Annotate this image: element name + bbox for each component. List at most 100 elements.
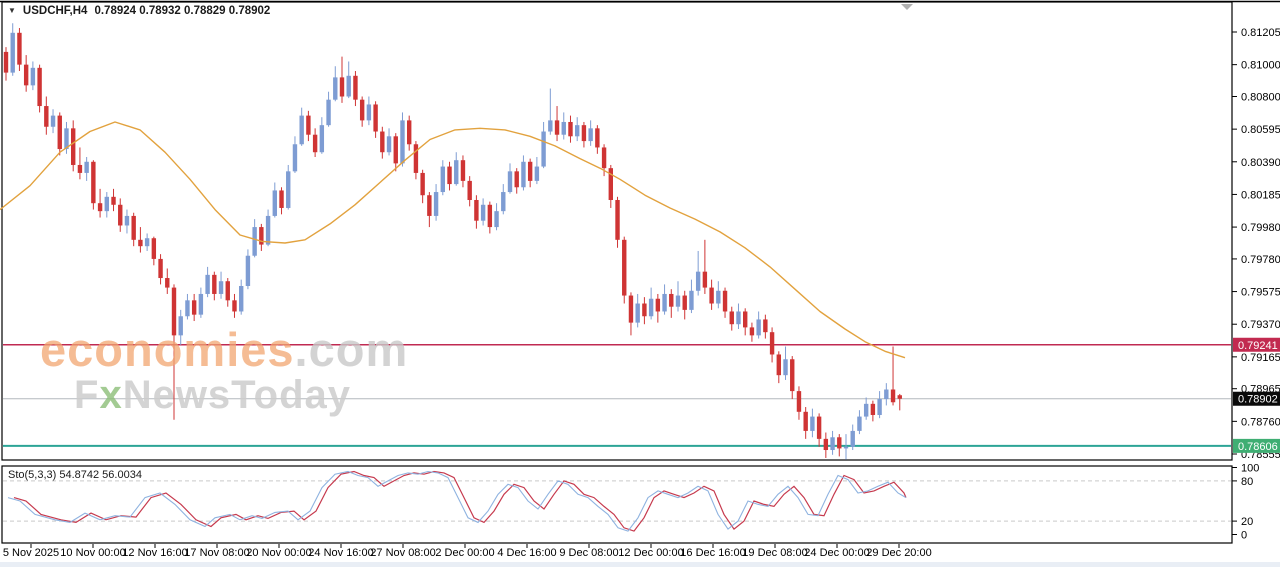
time-axis-label: 10 Nov 00:00 bbox=[60, 547, 125, 559]
candle-body bbox=[561, 121, 566, 135]
candle-body bbox=[837, 437, 842, 449]
candle-body bbox=[212, 274, 217, 294]
candle-body bbox=[239, 285, 244, 312]
candle-body bbox=[487, 204, 493, 228]
candle-body bbox=[77, 164, 83, 173]
time-axis-label: 19 Dec 08:00 bbox=[742, 547, 807, 559]
candle-body bbox=[467, 180, 472, 201]
candle-body bbox=[171, 287, 177, 336]
time-axis-label: 27 Nov 08:00 bbox=[370, 547, 435, 559]
price-axis-label: 0.80800 bbox=[1241, 91, 1280, 103]
candle-body bbox=[474, 200, 479, 221]
candle-body bbox=[662, 293, 667, 312]
candle-body bbox=[91, 161, 96, 204]
candle-body bbox=[601, 147, 607, 169]
candle-body bbox=[400, 120, 405, 164]
chart-title: ▼ USDCHF,H4 0.78924 0.78932 0.78829 0.78… bbox=[8, 5, 270, 17]
time-axis-label: 29 Dec 20:00 bbox=[866, 547, 931, 559]
candle-body bbox=[675, 295, 681, 307]
candle-body bbox=[655, 298, 661, 312]
current-price-tag bbox=[1233, 391, 1280, 406]
candle-body bbox=[138, 239, 143, 247]
candle-body bbox=[380, 131, 385, 153]
candle-body bbox=[339, 77, 345, 97]
candle-body bbox=[158, 258, 163, 279]
candle-body bbox=[897, 395, 902, 399]
candle-body bbox=[716, 290, 721, 304]
candle-body bbox=[279, 190, 284, 208]
candle-body bbox=[218, 281, 224, 294]
candle-body bbox=[57, 115, 62, 150]
candle-body bbox=[144, 238, 150, 247]
candle-body bbox=[541, 131, 546, 167]
time-axis-label: 9 Dec 08:00 bbox=[559, 547, 618, 559]
candle-body bbox=[843, 446, 849, 449]
candle-body bbox=[50, 115, 56, 127]
candle-body bbox=[870, 403, 876, 415]
candle-body bbox=[507, 171, 513, 193]
candle-body bbox=[857, 416, 862, 431]
candle-body bbox=[373, 104, 378, 132]
candle-body bbox=[810, 416, 815, 431]
candle-body bbox=[695, 271, 701, 291]
candle-body bbox=[890, 389, 896, 403]
candle-body bbox=[548, 120, 553, 132]
candle-body bbox=[306, 115, 311, 135]
support-price-tag bbox=[1233, 438, 1280, 453]
time-axis-label: 16 Dec 16:00 bbox=[680, 547, 745, 559]
sto-d-line bbox=[13, 470, 907, 532]
candle-body bbox=[17, 32, 22, 65]
candle-body bbox=[588, 128, 593, 142]
time-axis-label: 24 Nov 16:00 bbox=[308, 547, 373, 559]
candle-body bbox=[648, 298, 654, 317]
candle-body bbox=[581, 125, 587, 142]
candle-body bbox=[527, 161, 533, 181]
candle-body bbox=[514, 171, 519, 188]
candle-body bbox=[595, 128, 600, 148]
candle-body bbox=[252, 227, 257, 256]
candle-body bbox=[635, 303, 640, 323]
symbol-dropdown-icon[interactable]: ▼ bbox=[8, 5, 16, 15]
candle-body bbox=[521, 161, 526, 188]
candle-body bbox=[37, 67, 42, 107]
bottom-strip bbox=[0, 562, 1280, 567]
candle-body bbox=[568, 121, 573, 137]
candle-body bbox=[729, 311, 734, 325]
candle-body bbox=[118, 204, 123, 226]
candle-body bbox=[554, 120, 560, 135]
candle-body bbox=[763, 319, 768, 333]
candle-body bbox=[111, 196, 116, 205]
time-axis-label: 12 Dec 00:00 bbox=[618, 547, 683, 559]
candle-body bbox=[286, 171, 291, 208]
candle-body bbox=[165, 278, 170, 288]
price-axis-label: 0.79780 bbox=[1241, 254, 1280, 266]
chart-shift-marker[interactable] bbox=[901, 4, 913, 10]
price-axis-label: 0.79165 bbox=[1241, 352, 1280, 364]
candle-body bbox=[104, 196, 109, 212]
price-tags: 0.79241 0.78902 0.78606 bbox=[1233, 337, 1280, 453]
candle-body bbox=[776, 354, 781, 376]
candle-body bbox=[23, 64, 29, 86]
price-axis-label: 0.78760 bbox=[1241, 416, 1280, 428]
candle-body bbox=[427, 195, 432, 216]
candle-body bbox=[877, 399, 882, 415]
candle-body bbox=[803, 411, 808, 431]
sto-axis-label: 80 bbox=[1241, 476, 1253, 488]
candle-body bbox=[359, 99, 365, 121]
candle-body bbox=[292, 144, 298, 172]
candle-body bbox=[433, 192, 439, 216]
time-axis-label: 4 Dec 16:00 bbox=[497, 547, 556, 559]
price-axis-label: 0.80390 bbox=[1241, 157, 1280, 169]
candle-body bbox=[689, 290, 694, 310]
candle-body bbox=[736, 311, 741, 325]
time-axis-label: 20 Nov 00:00 bbox=[246, 547, 311, 559]
candles bbox=[3, 23, 902, 460]
candle-body bbox=[756, 319, 761, 336]
candle-body bbox=[191, 300, 197, 315]
candle-body bbox=[185, 300, 190, 317]
stochastic-indicator-label: Sto(5,3,3) 54.8742 56.0034 bbox=[8, 469, 142, 481]
candle-body bbox=[669, 293, 674, 307]
resistance-price-tag-text: 0.79241 bbox=[1238, 340, 1278, 352]
